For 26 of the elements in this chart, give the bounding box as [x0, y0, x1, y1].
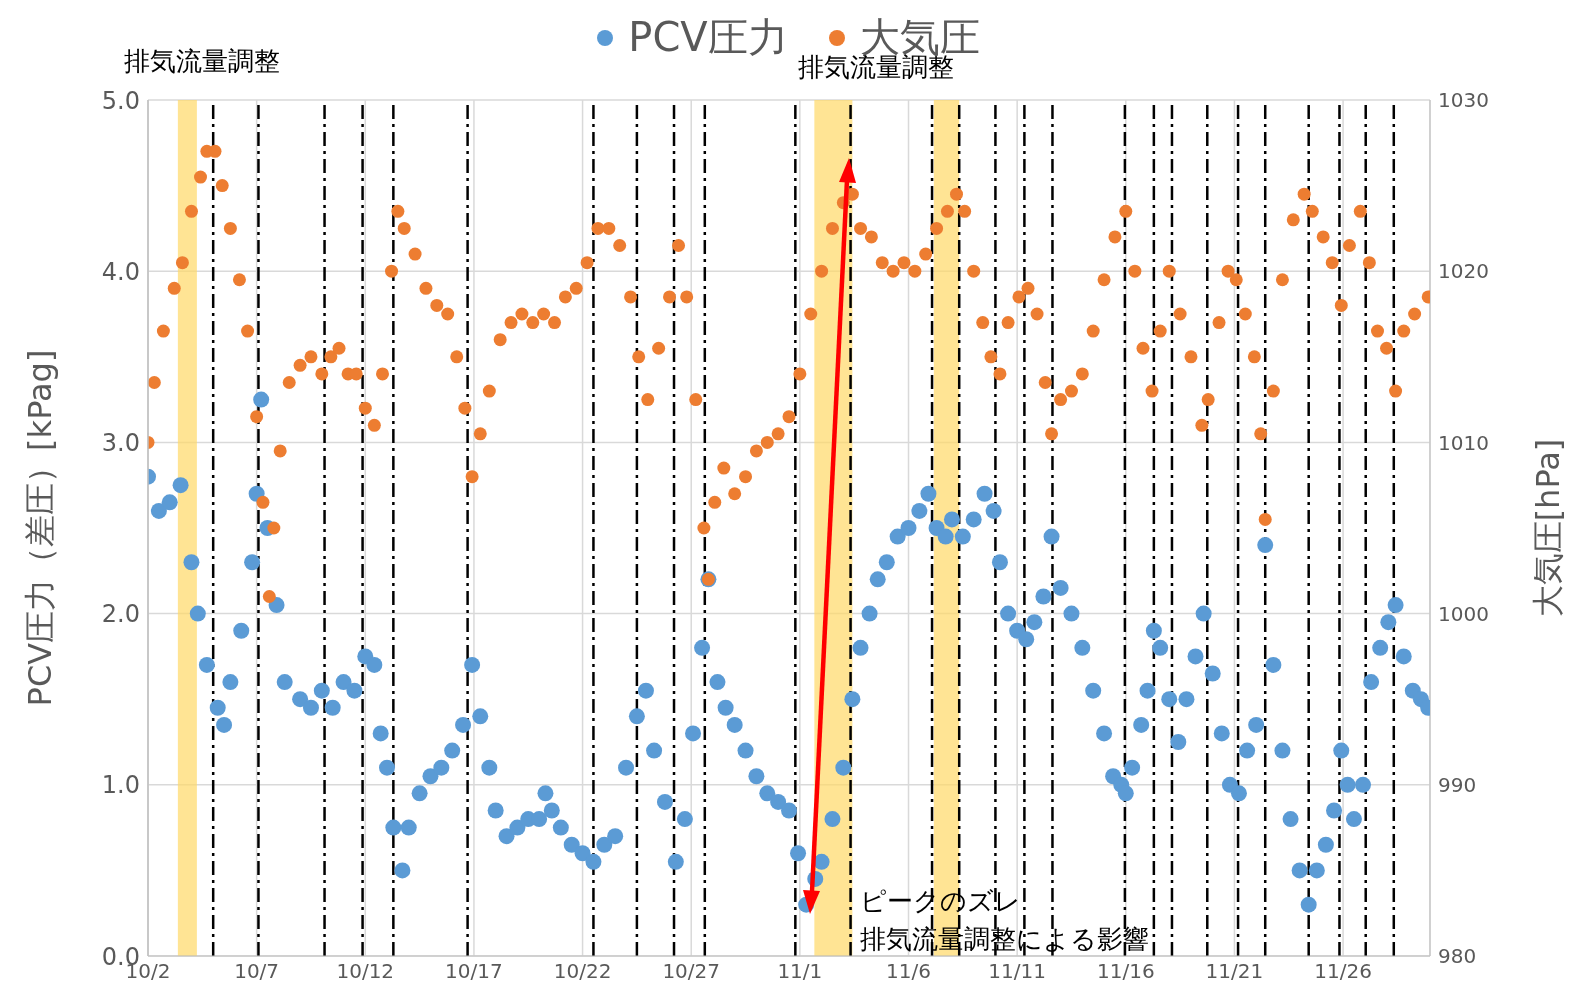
y2-tick-label: 990 — [1438, 772, 1477, 797]
x-tick-label: 11/1 — [777, 959, 823, 984]
y2-axis-title: 大気圧[hPa] — [1529, 438, 1567, 618]
y2-tick-label: 1030 — [1438, 88, 1489, 113]
y-tick-label: 3.0 — [101, 428, 140, 457]
y-tick-label: 4.0 — [101, 257, 140, 286]
x-tick-label: 11/11 — [988, 959, 1046, 984]
y-tick-label: 1.0 — [101, 771, 140, 800]
legend-label: PCV圧力 — [628, 13, 788, 62]
y-tick-label: 2.0 — [101, 600, 140, 629]
x-tick-label: 10/17 — [445, 959, 503, 984]
y2-tick-label: 1010 — [1438, 430, 1489, 455]
x-tick-label: 10/27 — [662, 959, 721, 984]
x-tick-label: 10/22 — [553, 959, 612, 984]
y2-tick-label: 1020 — [1438, 259, 1489, 284]
y2-tick-label: 980 — [1438, 944, 1477, 969]
x-tick-label: 11/21 — [1205, 959, 1264, 984]
x-tick-label: 10/7 — [234, 959, 280, 984]
x-tick-label: 11/26 — [1314, 959, 1372, 984]
text: 排気流量調整 — [124, 46, 280, 76]
x-tick-label: 11/6 — [886, 959, 931, 984]
y2-tick-label: 1000 — [1438, 601, 1489, 626]
y-axis-title: PCV圧力（差圧）[kPag] — [21, 349, 59, 707]
x-tick-label: 10/12 — [336, 959, 395, 984]
x-tick-label: 11/16 — [1096, 959, 1155, 984]
y-tick-label: 5.0 — [101, 86, 140, 115]
